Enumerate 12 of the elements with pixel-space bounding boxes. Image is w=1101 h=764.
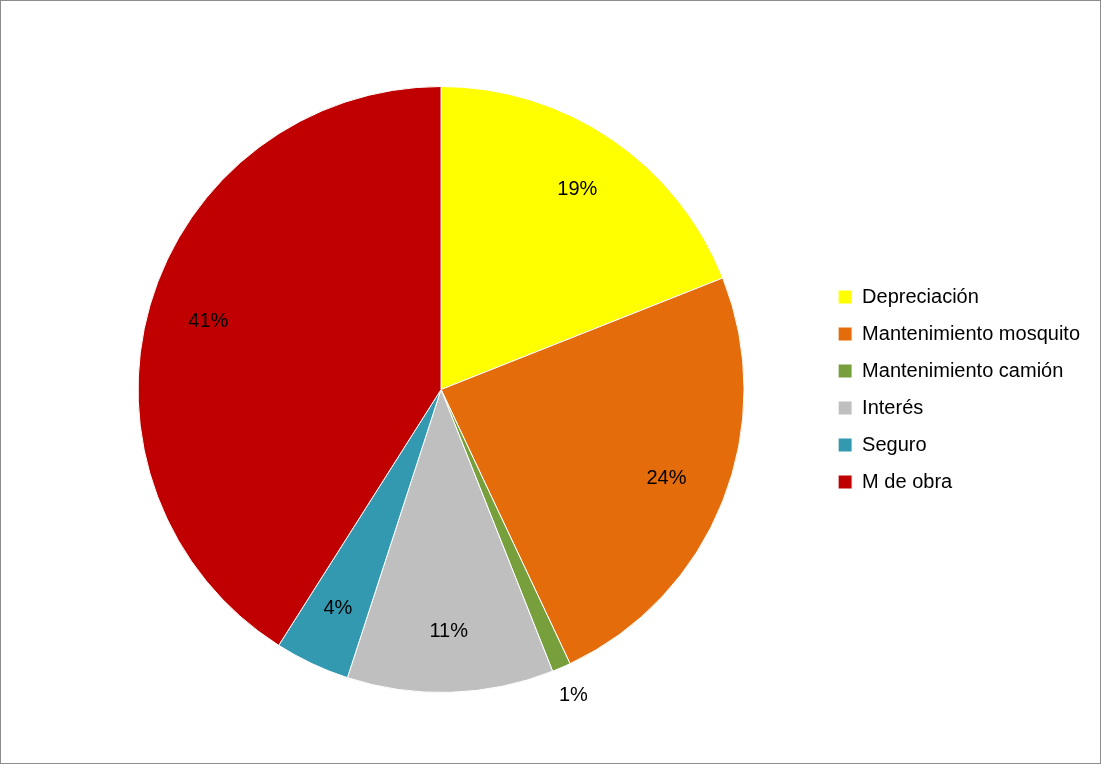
data-label: 11% — [429, 619, 469, 642]
legend-label: Mantenimiento mosquito — [862, 321, 1080, 344]
data-label: 41% — [188, 309, 229, 332]
legend-label: Depreciación — [862, 284, 979, 307]
legend-label: Interés — [862, 395, 924, 418]
data-label: 1% — [558, 682, 589, 705]
data-label: 19% — [557, 176, 598, 199]
data-label: 24% — [646, 466, 687, 489]
legend-label: M de obra — [862, 469, 954, 492]
data-label: 4% — [323, 596, 353, 619]
legend-label: Seguro — [862, 432, 927, 455]
legend-label: Mantenimiento camión — [862, 358, 1064, 381]
